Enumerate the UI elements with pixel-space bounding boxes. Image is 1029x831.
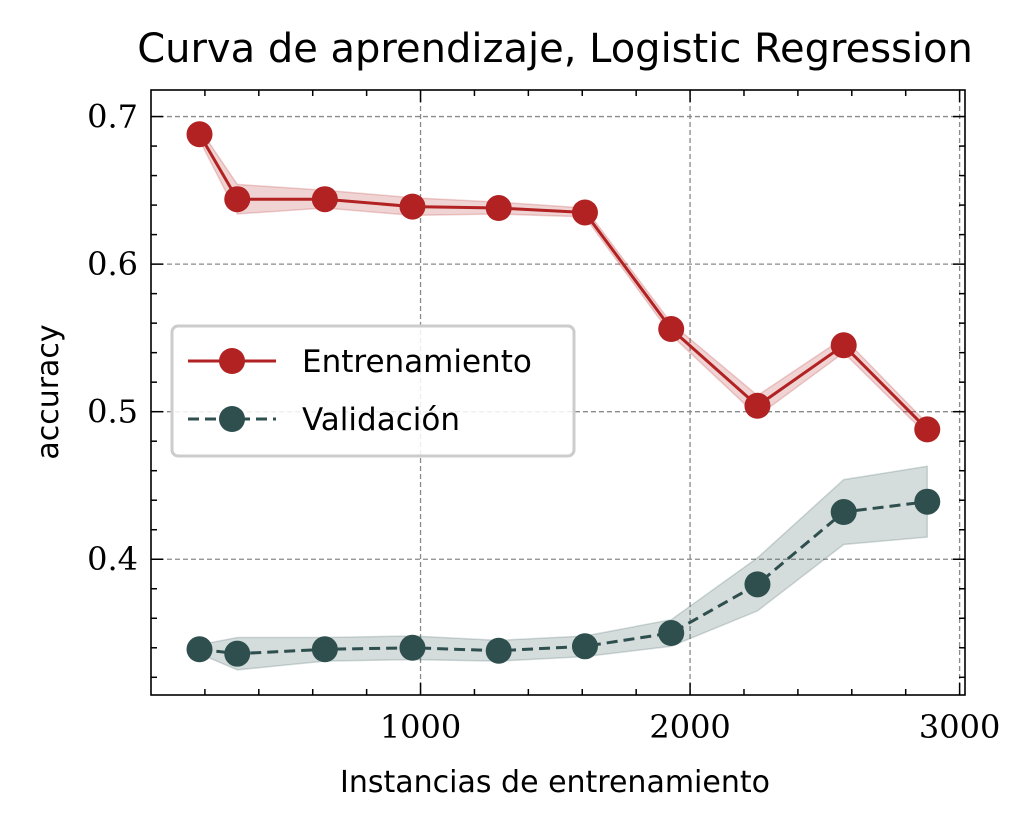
- grid: [151, 90, 965, 695]
- marker-validacion: [399, 634, 426, 661]
- marker-validacion: [186, 636, 213, 663]
- x-tick-label: 1000: [380, 708, 461, 746]
- chart-title: Curva de aprendizaje, Logistic Regressio…: [137, 26, 973, 72]
- legend-marker-validacion: [219, 406, 245, 432]
- band-validacion: [198, 465, 929, 671]
- plot-frame: [150, 89, 966, 696]
- marker-entrenamiento: [399, 193, 426, 220]
- x-axis-label: Instancias de entrenamiento: [340, 765, 770, 800]
- marker-entrenamiento: [658, 316, 685, 343]
- line-entrenamiento: [198, 133, 929, 431]
- marker-validacion: [224, 640, 251, 667]
- marker-entrenamiento: [744, 392, 771, 419]
- y-axis-label: accuracy: [31, 324, 66, 459]
- y-tick-label: 0.7: [87, 98, 138, 136]
- marker-entrenamiento: [571, 199, 598, 226]
- marker-validacion: [311, 636, 338, 663]
- y-tick-label: 0.4: [87, 540, 138, 578]
- marker-validacion: [571, 633, 598, 660]
- y-tick-label: 0.5: [87, 393, 138, 431]
- x-tick-label: 2000: [649, 708, 730, 746]
- axes: [150, 89, 966, 696]
- legend: Entrenamiento Validación: [170, 324, 576, 458]
- marker-validacion: [830, 499, 857, 526]
- marker-validacion: [658, 620, 685, 647]
- legend-box: [170, 324, 576, 458]
- legend-marker-entrenamiento: [219, 348, 245, 374]
- x-tick-label: 3000: [919, 708, 1000, 746]
- tick-labels: 1000 2000 3000 0.4 0.5 0.6 0.7: [87, 98, 1000, 746]
- marker-entrenamiento: [485, 195, 512, 222]
- marker-entrenamiento: [311, 186, 338, 213]
- marker-entrenamiento: [224, 186, 251, 213]
- series-lines: [198, 133, 929, 656]
- marker-entrenamiento: [830, 332, 857, 359]
- line-validacion: [199, 500, 928, 656]
- marker-validacion: [914, 488, 941, 515]
- marker-validacion: [485, 637, 512, 664]
- y-tick-label: 0.6: [87, 245, 138, 283]
- legend-label-validacion: Validación: [302, 402, 460, 438]
- marker-entrenamiento: [914, 416, 941, 443]
- marker-validacion: [744, 571, 771, 598]
- series-markers: [186, 121, 941, 667]
- legend-label-entrenamiento: Entrenamiento: [302, 344, 532, 380]
- marker-entrenamiento: [186, 121, 213, 148]
